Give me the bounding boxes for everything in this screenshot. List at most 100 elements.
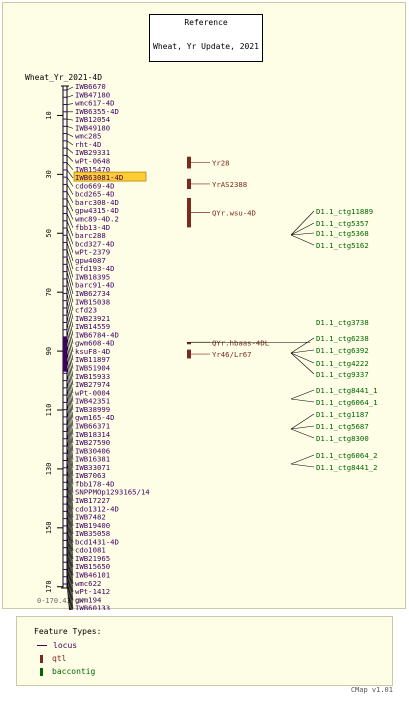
qtl-label[interactable]: YrAS2388 xyxy=(212,180,247,189)
marker-label[interactable]: bcd327-4D xyxy=(75,239,115,248)
marker-label[interactable]: barc288 xyxy=(75,231,106,240)
marker-label[interactable]: wPt-0004 xyxy=(75,388,111,397)
marker-label[interactable]: bcd1431-4D xyxy=(75,537,119,546)
marker-label[interactable]: gwm165-4D xyxy=(75,413,115,422)
marker-label[interactable]: fbb178-4D xyxy=(75,479,115,488)
marker-label[interactable]: IWB6355-4D xyxy=(75,107,119,116)
marker-label[interactable]: IWB15470 xyxy=(75,165,110,174)
marker-label[interactable]: barc308-4D xyxy=(75,198,119,207)
marker-label[interactable]: IWB29331 xyxy=(75,148,110,157)
marker-label[interactable]: wmc89-4D.2 xyxy=(75,214,119,223)
marker-label[interactable]: IWB19400 xyxy=(75,521,110,530)
legend-item-qtl: qtl xyxy=(37,654,66,663)
contig-label[interactable]: D1.1_ctg6238 xyxy=(316,334,369,343)
marker-label[interactable]: gwm608-4D xyxy=(75,339,115,348)
marker-label[interactable]: IWB7063 xyxy=(75,471,106,480)
qtl-label[interactable]: QYr.hbaas-4DL xyxy=(212,338,270,347)
marker-label[interactable]: IWB6784-4D xyxy=(75,330,119,339)
marker-label[interactable]: bcd265-4D xyxy=(75,190,115,199)
marker-label[interactable]: IWB51904 xyxy=(75,364,111,373)
marker-label[interactable]: gpw4087 xyxy=(75,256,106,265)
marker-label[interactable]: IWB15650 xyxy=(75,562,110,571)
marker-label[interactable]: ksuF8-4D xyxy=(75,347,110,356)
marker-connector xyxy=(66,315,74,344)
marker-label[interactable]: IWB7482 xyxy=(75,513,106,522)
marker-label[interactable]: IWB62734 xyxy=(75,289,111,298)
marker-label[interactable]: IWB27974 xyxy=(75,380,111,389)
marker-label[interactable]: IWB18395 xyxy=(75,272,110,281)
marker-label[interactable]: wmc617-4D xyxy=(75,99,115,108)
marker-label[interactable]: IWB46101 xyxy=(75,571,110,580)
contig-label[interactable]: D1.1_ctg11889 xyxy=(316,207,373,216)
marker-label[interactable]: gpw4315-4D xyxy=(75,206,119,215)
marker-label[interactable]: wPt-1412 xyxy=(75,587,110,596)
contig-connector xyxy=(290,234,315,246)
marker-label[interactable]: IWB16381 xyxy=(75,455,110,464)
contig-label[interactable]: D1.1_ctg6392 xyxy=(316,346,369,355)
qtl-label[interactable]: QYr.wsu-4D xyxy=(212,209,256,218)
marker-label[interactable]: IWB66371 xyxy=(75,421,110,430)
qtl-bar[interactable] xyxy=(187,342,191,345)
qtl-bar[interactable] xyxy=(187,156,191,169)
contig-label[interactable]: D1.1_ctg8441_2 xyxy=(316,463,378,472)
marker-label[interactable]: wPt-2379 xyxy=(75,248,110,257)
marker-label[interactable]: IWB17227 xyxy=(75,496,110,505)
map-title[interactable]: Wheat_Yr_2021-4D xyxy=(25,73,102,82)
marker-label[interactable]: cdo1312-4D xyxy=(75,504,119,513)
marker-label[interactable]: gwm194 xyxy=(75,595,102,604)
marker-label[interactable]: wmc285 xyxy=(75,132,101,141)
marker-label[interactable]: IWB42351 xyxy=(75,397,110,406)
contig-label[interactable]: D1.1_ctg9337 xyxy=(316,370,369,379)
marker-connector xyxy=(66,366,74,402)
marker-label[interactable]: SNPPMOp1293165/14 xyxy=(75,488,150,497)
marker-label[interactable]: IWB33071 xyxy=(75,463,110,472)
contig-label[interactable]: D1.1_ctg3738 xyxy=(316,318,369,327)
contig-label[interactable]: D1.1_ctg4222 xyxy=(316,359,369,368)
contig-label[interactable]: D1.1_ctg5368 xyxy=(316,229,369,238)
contig-label[interactable]: D1.1_ctg5687 xyxy=(316,422,369,431)
legend-item-locus: locus xyxy=(37,641,77,650)
marker-label[interactable]: wPt-0648 xyxy=(75,157,110,166)
marker-label[interactable]: IWB12054 xyxy=(75,115,111,124)
marker-label[interactable]: barc91-4D xyxy=(75,281,115,290)
marker-label[interactable]: IWB27590 xyxy=(75,438,110,447)
marker-label[interactable]: cdo669-4D xyxy=(75,181,115,190)
marker-label[interactable]: cfd193-4D xyxy=(75,264,115,273)
marker-label[interactable]: rht-4D xyxy=(75,140,101,149)
contig-label[interactable]: D1.1_ctg5357 xyxy=(316,219,369,228)
marker-label[interactable]: IWB18314 xyxy=(75,430,111,439)
marker-label[interactable]: fbb13-4D xyxy=(75,223,110,232)
qtl-label[interactable]: Yr46/Lr67 xyxy=(212,350,252,359)
marker-label[interactable]: IWB30406 xyxy=(75,446,110,455)
marker-label[interactable]: IWB23921 xyxy=(75,314,110,323)
marker-label[interactable]: IWB21965 xyxy=(75,554,110,563)
marker-label[interactable]: IWB49180 xyxy=(75,123,110,132)
contig-label[interactable]: D1.1_ctg8441_1 xyxy=(316,386,378,395)
contig-label[interactable]: D1.1_ctg8300 xyxy=(316,434,369,443)
qtl-bar[interactable] xyxy=(187,178,191,190)
qtl-bar[interactable] xyxy=(187,349,191,359)
qtl-label[interactable]: Yr28 xyxy=(212,159,230,168)
contig-label[interactable]: D1.1_ctg5162 xyxy=(316,241,369,250)
contig-label[interactable]: D1.1_ctg1187 xyxy=(316,410,369,419)
axis-tick-label: 30 xyxy=(45,170,53,178)
marker-label[interactable]: IWB11897 xyxy=(75,355,110,364)
marker-label[interactable]: IWB15038 xyxy=(75,297,110,306)
marker-connector xyxy=(66,162,74,170)
qtl-bar[interactable] xyxy=(187,197,191,228)
marker-label[interactable]: IWB35058 xyxy=(75,529,110,538)
contig-connector xyxy=(290,232,315,236)
marker-label[interactable]: IWB47180 xyxy=(75,90,110,99)
marker-label[interactable]: IWB60133 xyxy=(75,604,110,610)
marker-label[interactable]: IWB14559 xyxy=(75,322,110,331)
marker-label[interactable]: wmc622 xyxy=(75,579,101,588)
marker-label[interactable]: cfd23 xyxy=(75,306,97,315)
marker-label[interactable]: cdo1081 xyxy=(75,546,106,555)
contig-label[interactable]: D1.1_ctg6064_2 xyxy=(316,451,378,460)
contig-label[interactable]: D1.1_ctg6064_1 xyxy=(316,398,378,407)
marker-label[interactable]: IWB6670 xyxy=(75,82,106,91)
marker-label[interactable]: IWB38999 xyxy=(75,405,110,414)
marker-label[interactable]: IWB63081-4D xyxy=(75,173,123,182)
marker-label[interactable]: IWB15933 xyxy=(75,372,110,381)
